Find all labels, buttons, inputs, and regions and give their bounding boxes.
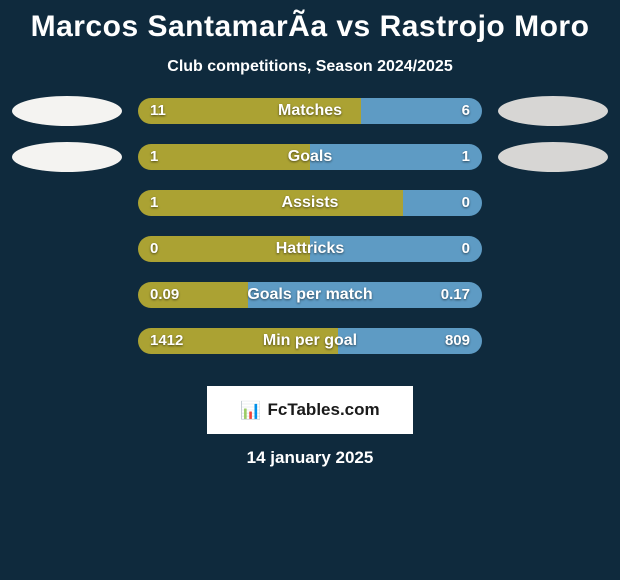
stat-bar-left [138,236,310,262]
stat-row: Min per goal1412809 [8,328,612,374]
stat-row: Goals per match0.090.17 [8,282,612,328]
stat-row: Hattricks00 [8,236,612,282]
logo-box: 📊 FcTables.com [207,386,413,434]
stat-bar-right [310,236,482,262]
subtitle: Club competitions, Season 2024/2025 [8,58,612,76]
stat-bar-right [310,144,482,170]
stat-bar-right [338,328,482,354]
stat-bar-right [248,282,482,308]
page-title: Marcos SantamarÃ­a vs Rastrojo Moro [8,10,612,44]
stat-bar-left [138,190,403,216]
player-avatar-left [12,96,122,126]
stat-bar-left [138,328,338,354]
stat-bar-left [138,282,248,308]
stat-bar [138,282,482,308]
stat-row: Goals11 [8,144,612,190]
stat-bar-left [138,144,310,170]
stat-bar-right [361,98,482,124]
stat-row: Assists10 [8,190,612,236]
stat-bar-left [138,98,361,124]
stat-bar [138,144,482,170]
stat-rows: Matches116Goals11Assists10Hattricks00Goa… [8,98,612,374]
logo-text: FcTables.com [268,400,380,420]
comparison-card: Marcos SantamarÃ­a vs Rastrojo Moro Club… [0,0,620,580]
player-avatar-right [498,96,608,126]
stat-bar [138,190,482,216]
chart-icon: 📊 [240,402,261,419]
stat-bar [138,98,482,124]
stat-bar [138,328,482,354]
stat-bar [138,236,482,262]
date-label: 14 january 2025 [8,448,612,468]
player-avatar-right [498,142,608,172]
player-avatar-left [12,142,122,172]
stat-bar-right [403,190,482,216]
stat-row: Matches116 [8,98,612,144]
